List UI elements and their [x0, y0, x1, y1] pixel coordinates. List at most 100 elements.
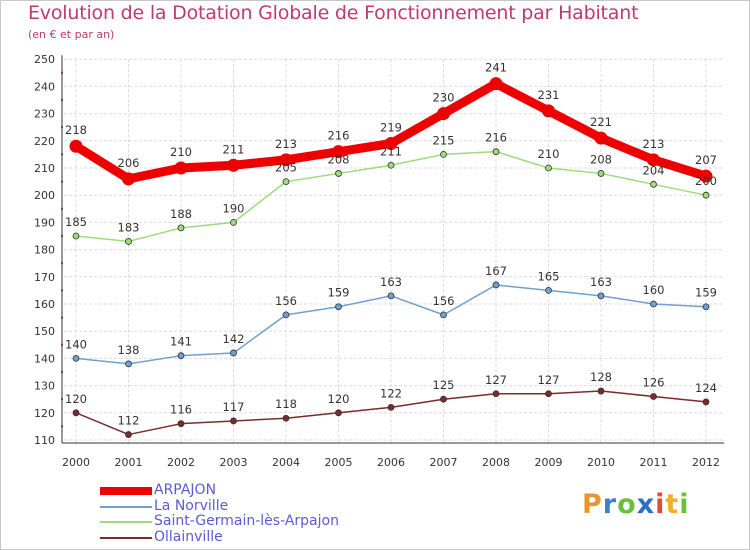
data-label: 163 — [380, 275, 402, 289]
legend-swatch — [100, 536, 152, 539]
x-tick-label: 2002 — [167, 456, 195, 469]
data-point — [437, 107, 450, 121]
data-label: 230 — [433, 91, 455, 105]
data-point — [387, 161, 395, 169]
chart-title: Evolution de la Dotation Globale de Fonc… — [28, 2, 639, 24]
data-label: 120 — [328, 392, 350, 406]
logo-letter: o — [617, 489, 637, 520]
x-tick-label: 2000 — [62, 456, 90, 469]
x-tick-label: 2007 — [430, 456, 458, 469]
data-point — [279, 153, 293, 167]
data-point — [335, 303, 342, 311]
data-point — [702, 303, 710, 311]
data-label-layer: 185 183 188 190 205 208 211 215 216 210 208 204 200 1… — [65, 61, 717, 428]
data-point — [387, 292, 395, 300]
proxiti-logo: Proxiti — [582, 489, 690, 520]
data-label: 216 — [485, 131, 507, 145]
y-tick-label: 130 — [34, 380, 55, 393]
data-point — [650, 180, 657, 188]
y-tick-label: 250 — [34, 53, 55, 66]
axis-layer: 110 120 130 140 150 160 170 180 190 200 210 220 230 2… — [34, 53, 724, 469]
data-label: 219 — [380, 121, 402, 135]
y-tick-label: 230 — [34, 108, 55, 121]
data-point — [545, 286, 552, 294]
data-label: 190 — [223, 201, 245, 215]
data-point — [282, 178, 290, 186]
legend-label: Ollainville — [154, 528, 223, 545]
data-label: 163 — [590, 275, 612, 289]
data-label: 159 — [328, 286, 350, 300]
data-point — [230, 218, 237, 226]
data-label: 124 — [695, 381, 717, 395]
data-point — [492, 148, 500, 156]
data-point — [597, 292, 605, 300]
data-label: 210 — [538, 147, 560, 161]
data-point — [492, 390, 500, 398]
data-label: 208 — [590, 152, 612, 166]
data-point — [702, 191, 710, 199]
data-point — [489, 77, 503, 91]
data-point — [384, 137, 398, 151]
data-label: 125 — [433, 378, 455, 392]
data-label: 140 — [65, 337, 87, 351]
data-label: 213 — [643, 137, 665, 151]
data-point — [282, 414, 290, 422]
x-tick-label: 2004 — [272, 456, 300, 469]
data-label: 215 — [433, 133, 455, 147]
y-tick-label: 200 — [34, 189, 55, 202]
logo-letter: x — [636, 489, 656, 520]
data-label: 183 — [118, 220, 140, 234]
data-label: 138 — [118, 343, 140, 357]
x-tick-label: 2009 — [535, 456, 563, 469]
data-point — [545, 164, 552, 172]
data-label: 141 — [170, 335, 192, 349]
y-tick-label: 180 — [34, 244, 55, 257]
data-label: 126 — [643, 375, 665, 389]
logo-letter: i — [655, 489, 666, 520]
data-point — [125, 431, 132, 438]
data-label: 127 — [538, 373, 560, 387]
data-point — [125, 238, 132, 245]
x-tick-label: 2012 — [692, 456, 720, 469]
data-label: 241 — [485, 61, 507, 75]
data-label: 156 — [433, 294, 455, 308]
x-tick-label: 2003 — [220, 456, 248, 469]
data-label: 160 — [643, 283, 665, 297]
legend-label: Saint-Germain-lès-Arpajon — [154, 513, 339, 529]
data-label: 188 — [170, 207, 192, 221]
y-tick-label: 220 — [34, 135, 55, 148]
logo-letter: t — [665, 489, 680, 520]
grid-layer — [64, 58, 724, 445]
y-tick-label: 140 — [34, 352, 55, 365]
data-label: 128 — [590, 370, 612, 384]
data-point — [282, 311, 290, 319]
data-point — [440, 311, 447, 319]
data-point — [177, 224, 185, 232]
y-tick-label: 240 — [34, 80, 55, 93]
logo-letter: i — [679, 489, 690, 520]
x-tick-label: 2005 — [325, 456, 353, 469]
legend-swatch — [100, 505, 152, 508]
y-tick-label: 210 — [34, 162, 55, 175]
data-label: 207 — [695, 153, 717, 167]
data-label: 231 — [538, 88, 560, 102]
x-tick-label: 2010 — [587, 456, 615, 469]
data-label: 116 — [170, 403, 192, 417]
data-label: 118 — [275, 397, 297, 411]
data-point — [650, 393, 657, 400]
data-point — [69, 139, 83, 153]
data-point — [440, 150, 447, 158]
data-point — [125, 360, 132, 368]
x-tick-label: 2011 — [640, 456, 668, 469]
y-tick-label: 120 — [34, 407, 55, 420]
data-point — [335, 409, 342, 417]
data-point — [647, 153, 660, 167]
data-label: 200 — [695, 174, 717, 188]
y-tick-label: 150 — [34, 325, 55, 338]
data-point — [597, 170, 605, 177]
data-label: 221 — [590, 115, 612, 129]
data-label: 211 — [223, 142, 245, 156]
data-label: 218 — [65, 123, 87, 137]
data-label: 210 — [170, 145, 192, 159]
